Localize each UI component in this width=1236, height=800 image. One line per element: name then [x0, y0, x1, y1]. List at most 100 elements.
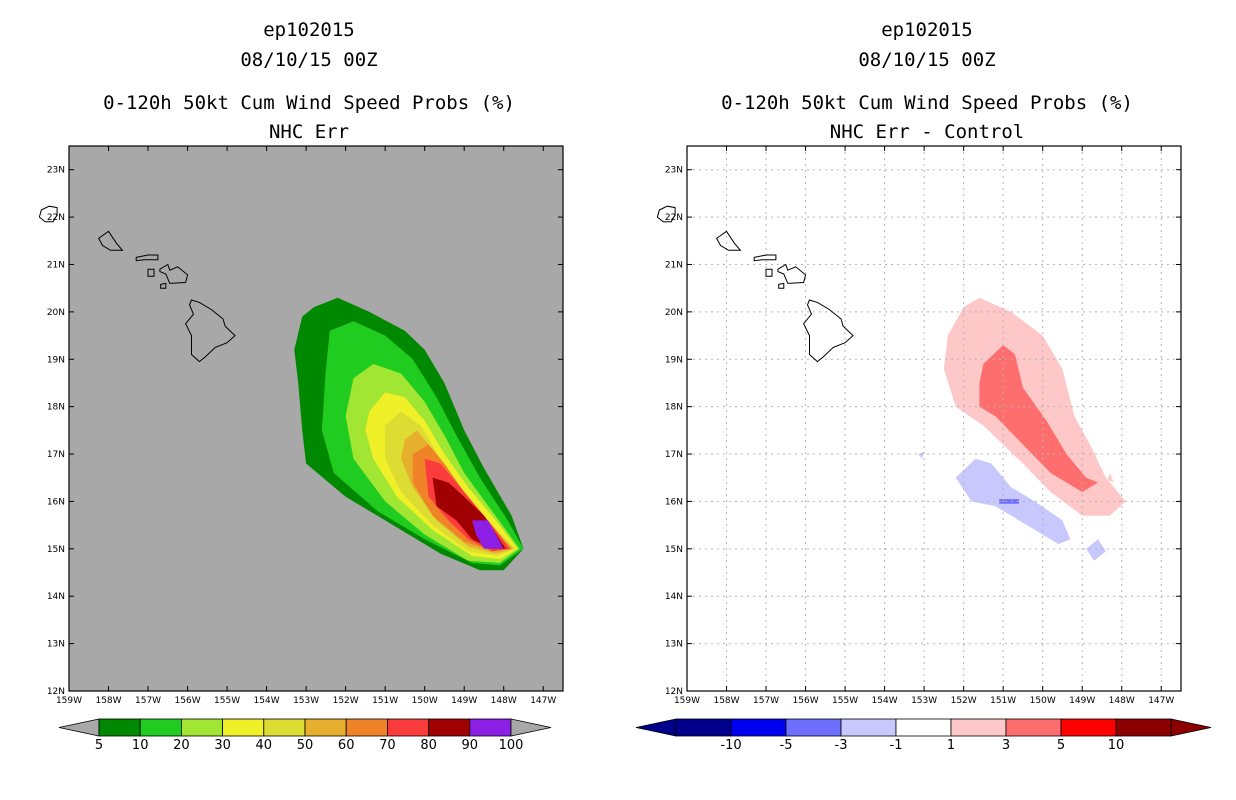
left-colorbar-left-arrow	[58, 718, 100, 737]
left-colorbar-swatch-4	[263, 718, 306, 737]
left-lat-label-17N: 17N	[47, 450, 65, 460]
left-panel: ep102015 08/10/15 00Z 0-120h 50kt Cum Wi…	[38, 19, 564, 753]
right-colorbar-swatch-7	[1060, 718, 1117, 737]
left-lat-label-13N: 13N	[47, 640, 65, 650]
right-contour--3--1-small-b	[918, 451, 925, 459]
left-lon-label-156W: 156W	[175, 696, 201, 706]
left-title-date: 08/10/15 00Z	[240, 49, 378, 71]
left-island-oahu	[97, 230, 124, 251]
right-title-product: 0-120h 50kt Cum Wind Speed Probs (%)	[721, 92, 1133, 114]
right-colorbar-label--5: -5	[780, 738, 793, 753]
right-island-hawaii	[803, 299, 854, 363]
left-colorbar-label-100: 100	[499, 738, 524, 753]
left-lon-label-151W: 151W	[372, 696, 398, 706]
right-colorbar-swatch-2	[785, 718, 842, 737]
left-colorbar-label-30: 30	[214, 738, 231, 753]
right-lon-label-159W: 159W	[674, 696, 700, 706]
left-lat-label-23N: 23N	[47, 166, 65, 176]
left-colorbar-swatch-1	[139, 718, 182, 737]
right-colorbar-label--3: -3	[835, 738, 848, 753]
left-lat-label-18N: 18N	[47, 403, 65, 413]
right-lat-label-19N: 19N	[665, 355, 683, 365]
right-lat-label-12N: 12N	[665, 687, 683, 697]
left-map-frame	[68, 145, 564, 692]
right-lon-label-156W: 156W	[793, 696, 819, 706]
left-lon-label-147W: 147W	[530, 696, 556, 706]
left-island-hawaii	[185, 299, 236, 363]
right-lat-label-15N: 15N	[665, 545, 683, 555]
right-lat-label-23N: 23N	[665, 166, 683, 176]
left-lon-label-153W: 153W	[293, 696, 319, 706]
left-lon-label-150W: 150W	[412, 696, 438, 706]
right-lat-label-16N: 16N	[665, 497, 683, 507]
right-map-background	[687, 146, 1181, 691]
left-title-storm-id: ep102015	[263, 19, 355, 41]
right-colorbar-label-1: 1	[947, 738, 955, 753]
left-colorbar-label-60: 60	[338, 738, 355, 753]
right-island-molokai	[753, 254, 777, 262]
right-colorbar-swatch-3	[840, 718, 897, 737]
right-lat-label-17N: 17N	[665, 450, 683, 460]
right-colorbar-swatch-0	[675, 718, 732, 737]
right-lon-label-155W: 155W	[832, 696, 858, 706]
right-lon-label-150W: 150W	[1030, 696, 1056, 706]
right-colorbar-swatch-4	[895, 718, 952, 737]
right-colorbar-swatch-6	[1005, 718, 1062, 737]
left-colorbar-swatch-5	[304, 718, 347, 737]
right-colorbar-label--1: -1	[890, 738, 903, 753]
left-lon-label-148W: 148W	[491, 696, 517, 706]
left-colorbar-swatch-6	[345, 718, 388, 737]
right-contour--5--3	[999, 499, 1019, 504]
left-lat-label-20N: 20N	[47, 308, 65, 318]
right-lat-label-14N: 14N	[665, 592, 683, 602]
left-colorbar-swatch-0	[98, 718, 141, 737]
right-contour-1-3-small	[1107, 473, 1114, 483]
left-lat-label-15N: 15N	[47, 545, 65, 555]
right-colorbar-swatch-5	[950, 718, 1007, 737]
left-colorbar-right-arrow	[510, 718, 552, 737]
right-island-kahoolawe	[778, 282, 785, 289]
right-title-storm-id: ep102015	[881, 19, 973, 41]
left-lat-label-12N: 12N	[47, 687, 65, 697]
left-colorbar-swatch-9	[469, 718, 512, 737]
left-colorbar-label-90: 90	[462, 738, 479, 753]
right-island-lanai	[765, 268, 773, 277]
right-lon-label-153W: 153W	[911, 696, 937, 706]
right-contour-3-5	[979, 345, 1098, 492]
left-lat-label-21N: 21N	[47, 260, 65, 270]
left-lon-label-154W: 154W	[254, 696, 280, 706]
right-title-date: 08/10/15 00Z	[858, 49, 996, 71]
right-map-frame	[686, 145, 1182, 692]
left-colorbar-label-5: 5	[95, 738, 103, 753]
right-lat-label-20N: 20N	[665, 308, 683, 318]
right-colorbar-label-10: 10	[1108, 738, 1125, 753]
right-colorbar-swatch-1	[730, 718, 787, 737]
right-island-maui	[777, 263, 807, 284]
right-colorbar-label--10: -10	[720, 738, 741, 753]
right-colorbar-right-arrow	[1170, 718, 1212, 737]
right-lat-label-18N: 18N	[665, 403, 683, 413]
left-lon-label-159W: 159W	[56, 696, 82, 706]
left-lat-label-16N: 16N	[47, 497, 65, 507]
right-title-subtitle: NHC Err - Control	[829, 121, 1025, 143]
right-lon-label-151W: 151W	[990, 696, 1016, 706]
right-lat-label-22N: 22N	[665, 213, 683, 223]
right-island-kauai	[656, 205, 676, 223]
left-lon-label-158W: 158W	[95, 696, 121, 706]
right-lon-label-157W: 157W	[753, 696, 779, 706]
right-lon-label-147W: 147W	[1148, 696, 1174, 706]
right-lon-label-152W: 152W	[951, 696, 977, 706]
left-lon-label-149W: 149W	[451, 696, 477, 706]
right-colorbar-left-arrow	[635, 718, 677, 737]
left-colorbar-swatch-2	[180, 718, 223, 737]
left-colorbar-label-80: 80	[420, 738, 437, 753]
left-colorbar-swatch-8	[428, 718, 471, 737]
left-title-subtitle: NHC Err	[268, 121, 350, 143]
left-island-lanai	[147, 268, 155, 277]
left-lon-label-157W: 157W	[135, 696, 161, 706]
left-island-kauai	[38, 205, 58, 223]
left-contour-90-100	[472, 520, 504, 549]
left-colorbar-swatch-3	[222, 718, 265, 737]
left-island-molokai	[135, 254, 159, 262]
right-lon-label-154W: 154W	[872, 696, 898, 706]
